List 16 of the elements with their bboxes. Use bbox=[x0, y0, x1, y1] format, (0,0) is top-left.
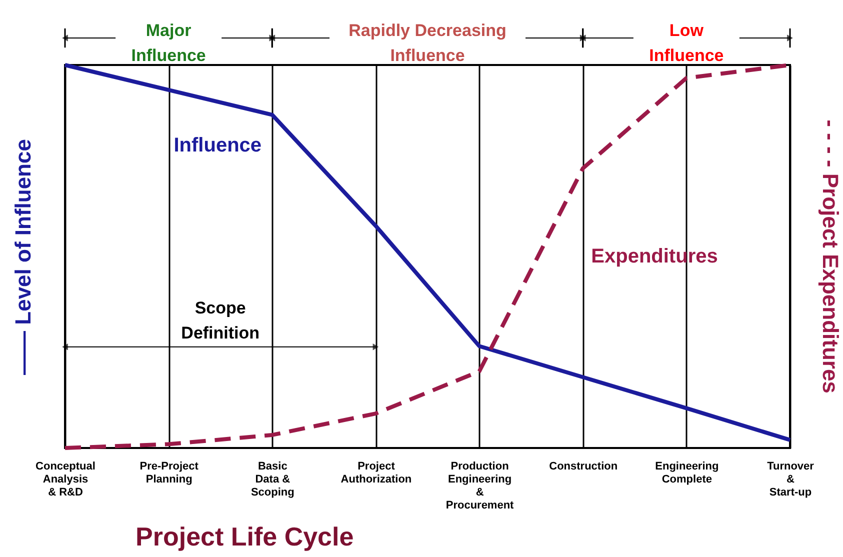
x-tick-label: Basic Data & Scoping bbox=[250, 460, 294, 498]
annotation: Major Influence bbox=[131, 21, 206, 65]
annotation: Rapidly Decreasing Influence bbox=[348, 21, 506, 65]
y-axis-title: —— Level of Influence bbox=[10, 139, 36, 375]
series-label: Influence bbox=[174, 134, 262, 156]
x-tick-label: Project Authorization bbox=[340, 460, 412, 486]
x-tick-label: Production Engineering & Procurement bbox=[446, 460, 514, 512]
x-axis-title: Project Life Cycle bbox=[136, 522, 354, 552]
x-tick-label: Turnover & Start-up bbox=[767, 460, 815, 498]
x-tick-label: Pre-Project Planning bbox=[140, 460, 199, 486]
x-tick-label: Conceptual Analysis & R&D bbox=[36, 460, 96, 498]
annotation: Low Influence bbox=[649, 21, 724, 65]
x-tick-label: Construction bbox=[549, 460, 618, 472]
x-tick-label: Engineering Complete bbox=[655, 460, 719, 486]
annotation: Scope Definition bbox=[181, 298, 260, 343]
y2-axis-title: - - - - Project Expenditures bbox=[818, 120, 843, 394]
